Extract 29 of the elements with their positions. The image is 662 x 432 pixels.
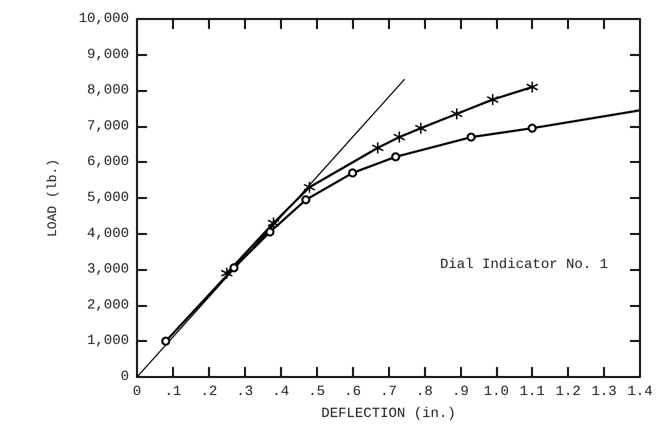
- y-tick-label: 8,000: [86, 82, 129, 99]
- x-tick-label: 0: [132, 384, 142, 400]
- x-tick-label: 1.0: [484, 384, 509, 400]
- x-axis-title: DEFLECTION (in.): [321, 406, 456, 422]
- x-tick-label: 1.4: [627, 384, 653, 400]
- x-tick-label: .4: [272, 384, 290, 400]
- x-tick-label: .1: [164, 384, 182, 400]
- x-tick-label: .8: [416, 384, 433, 400]
- x-tick-label: 1.1: [520, 384, 545, 400]
- x-tick-label: .2: [200, 384, 218, 400]
- x-tick-label: .3: [236, 384, 254, 400]
- y-tick-label: 7,000: [86, 118, 129, 134]
- y-tick-label: 9,000: [86, 46, 129, 63]
- y-tick-label: 0: [120, 369, 129, 385]
- x-tick-label: 1.2: [556, 384, 581, 400]
- x-tick-label: .7: [380, 384, 397, 400]
- x-tick-label: .6: [344, 384, 361, 400]
- x-tick-label: .5: [308, 384, 326, 400]
- y-tick-label: 4,000: [86, 226, 129, 242]
- y-tick-label: 5,000: [86, 190, 129, 206]
- x-tick-label: 1.3: [591, 384, 617, 400]
- y-tick-label: 2,000: [86, 297, 129, 314]
- x-tick-label: .9: [452, 384, 469, 400]
- y-tick-label: 6,000: [86, 154, 129, 170]
- y-tick-label: 1,000: [86, 333, 129, 350]
- y-tick-label: 10,000: [78, 11, 129, 27]
- annotation: Dial Indicator No. 1: [440, 257, 608, 273]
- y-axis-title: LOAD (lb.): [45, 158, 60, 238]
- y-tick-label: 3,000: [86, 262, 129, 278]
